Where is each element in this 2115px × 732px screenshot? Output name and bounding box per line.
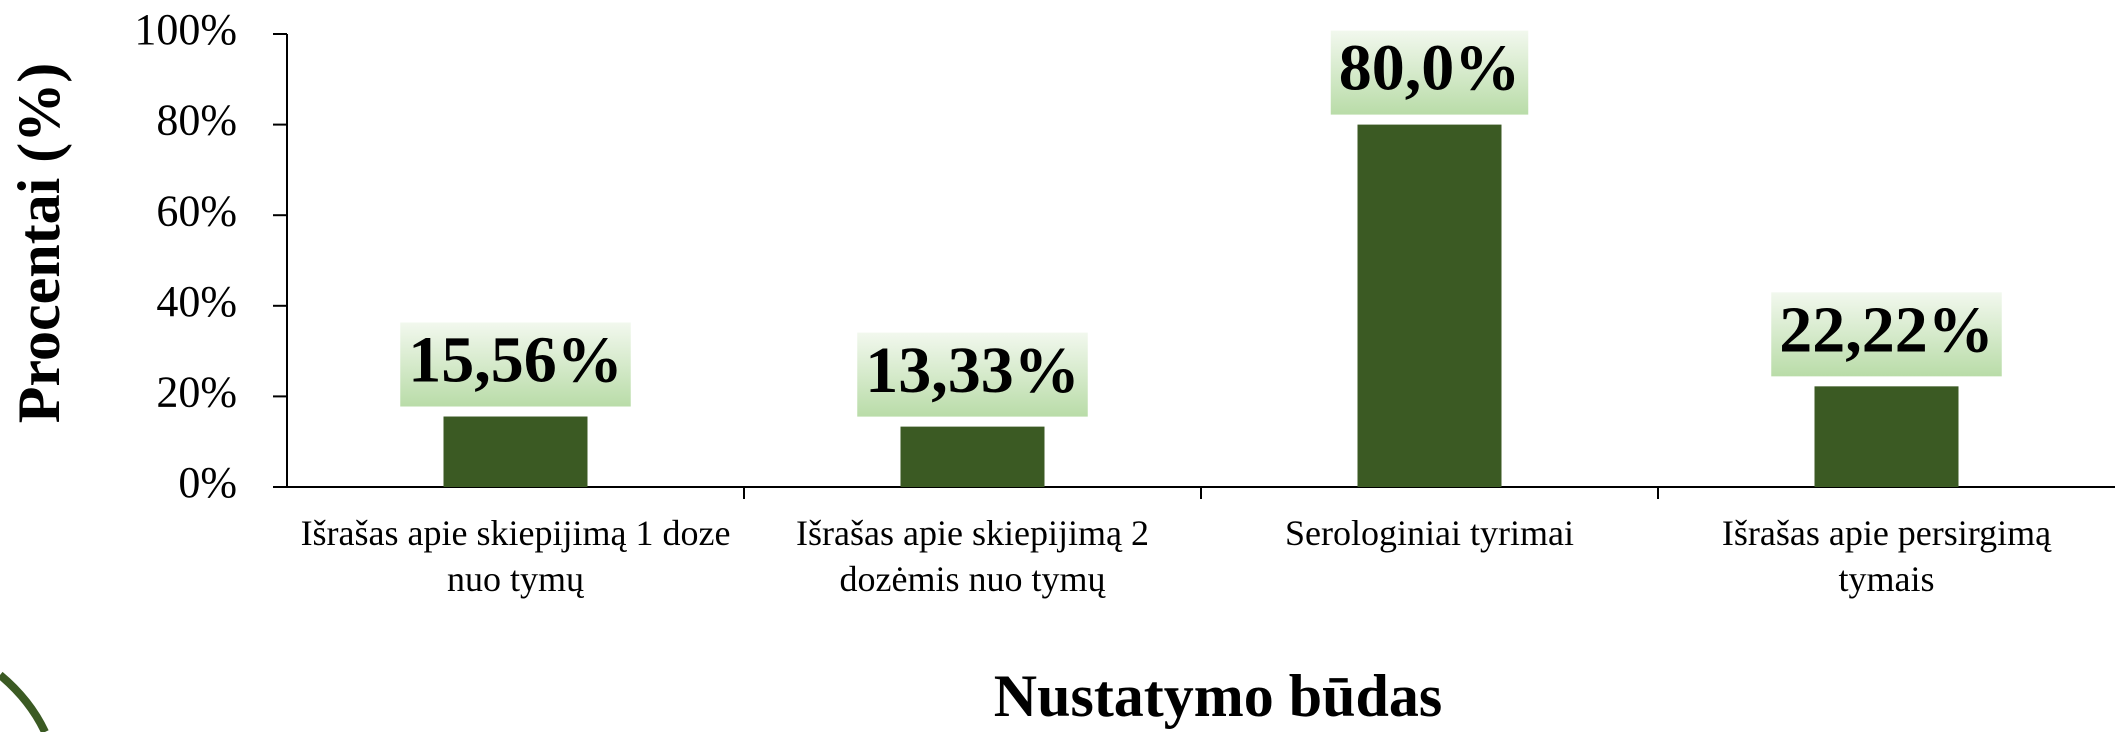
bar xyxy=(1357,124,1502,487)
value-label: 22,22% xyxy=(1779,293,1994,366)
x-tick-label: Išrašas apie skiepijimą 1 doze nuo tymų xyxy=(300,513,731,599)
x-axis-title: Nustatymo būdas xyxy=(994,663,1442,729)
x-tick-label: Išrašas apie skiepijimą 2 dozėmis nuo ty… xyxy=(796,513,1149,599)
bar xyxy=(443,416,588,487)
value-label-box xyxy=(400,322,631,407)
y-tick-label: 80% xyxy=(156,96,237,145)
value-label: 15,56% xyxy=(408,324,623,397)
y-tick-label: 100% xyxy=(134,5,237,54)
value-label: 80,0% xyxy=(1339,32,1521,105)
x-tick-label: Serologiniai tyrimai xyxy=(1285,513,1574,553)
x-tick-label: Išrašas apie persirgimą tymais xyxy=(1721,513,2052,599)
value-label: 13,33% xyxy=(865,334,1080,407)
bar xyxy=(900,426,1045,487)
y-tick-label: 0% xyxy=(178,458,237,507)
y-tick-label: 60% xyxy=(156,186,237,235)
y-tick-label: 20% xyxy=(156,367,237,416)
decoration xyxy=(0,671,49,732)
bar xyxy=(1814,386,1959,487)
value-label-box xyxy=(857,332,1088,417)
y-axis-title: Procentai (%) xyxy=(6,63,72,423)
value-label-box xyxy=(1330,30,1529,115)
value-label-box xyxy=(1771,292,2002,377)
y-tick-label: 40% xyxy=(156,277,237,326)
